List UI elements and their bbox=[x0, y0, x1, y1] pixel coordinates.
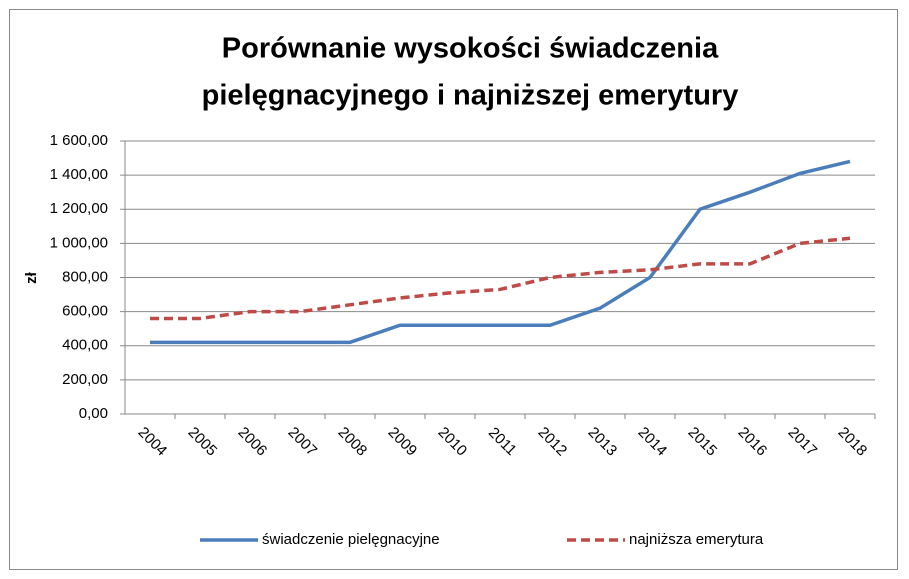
y-tick-label: 0,00 bbox=[79, 405, 108, 422]
y-tick-label: 1 200,00 bbox=[50, 200, 108, 217]
y-tick-label: 400,00 bbox=[62, 337, 108, 354]
legend-label: świadczenie pielęgnacyjne bbox=[262, 531, 440, 548]
y-tick-label: 1 600,00 bbox=[50, 132, 108, 149]
y-axis-label: zł bbox=[23, 271, 40, 284]
chart-title: Porównanie wysokości świadczenia bbox=[222, 33, 719, 65]
legend-label: najniższa emerytura bbox=[629, 531, 764, 548]
y-tick-label: 600,00 bbox=[62, 303, 108, 320]
series-line bbox=[150, 236, 851, 321]
y-tick-label: 1 000,00 bbox=[50, 234, 108, 251]
y-tick-label: 200,00 bbox=[62, 371, 108, 388]
y-tick-label: 800,00 bbox=[62, 268, 108, 285]
series-line bbox=[150, 159, 851, 345]
y-tick-label: 1 400,00 bbox=[50, 166, 108, 183]
chart-title: pielęgnacyjnego i najniższej emerytury bbox=[202, 80, 739, 112]
chart-border bbox=[9, 9, 898, 570]
